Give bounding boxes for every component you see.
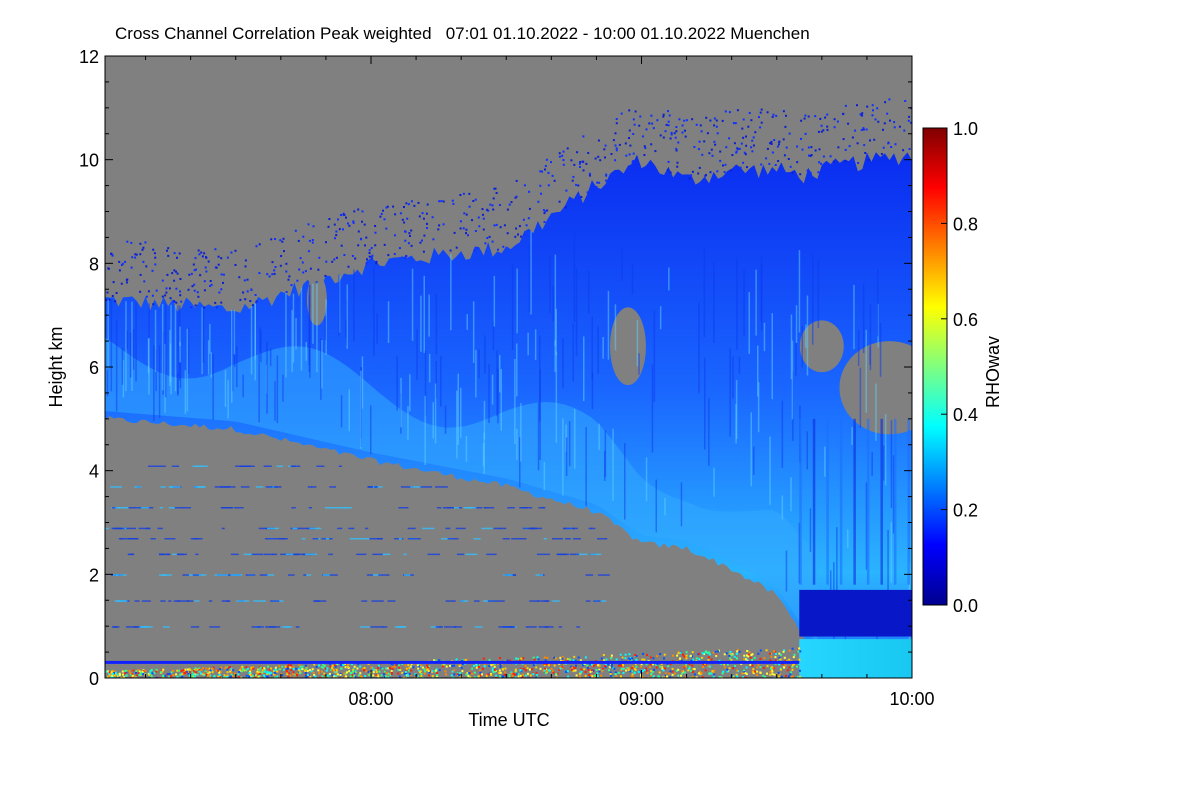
chart-title: Cross Channel Correlation Peak weighted … (115, 24, 810, 43)
y-tick-label: 8 (89, 254, 99, 274)
clear-gap (799, 320, 844, 373)
x-axis: 08:00 09:00 10:00 (145, 56, 935, 709)
colorbar-label: RHOwav (983, 336, 1003, 408)
surface-line (105, 660, 800, 664)
colorbar-tick-label: 0.8 (953, 214, 978, 234)
precipitation-layer (799, 639, 912, 678)
y-axis: 0 2 4 6 8 10 12 (79, 47, 912, 689)
colorbar-tick-label: 0.6 (953, 310, 978, 330)
colorbar-tick-label: 0.0 (953, 596, 978, 616)
y-tick-label: 0 (89, 669, 99, 689)
cloud-core (105, 337, 818, 642)
y-tick-label: 12 (79, 47, 99, 67)
colorbar-ticks: 0.0 0.2 0.4 0.6 0.8 1.0 (941, 119, 978, 616)
y-tick-label: 10 (79, 151, 99, 171)
x-axis-label: Time UTC (468, 710, 549, 730)
y-tick-label: 4 (89, 462, 99, 482)
y-tick-label: 6 (89, 358, 99, 378)
y-axis-label: Height km (46, 326, 66, 407)
x-tick-label: 09:00 (619, 689, 664, 709)
x-tick-label: 10:00 (889, 689, 934, 709)
colorbar (922, 127, 948, 606)
colorbar-tick-label: 0.4 (953, 405, 978, 425)
colorbar-tick-label: 1.0 (953, 119, 978, 139)
melting-layer (799, 589, 912, 637)
colorbar-tick-label: 0.2 (953, 501, 978, 521)
heatmap-layer (105, 98, 912, 678)
x-tick-label: 08:00 (348, 689, 393, 709)
y-tick-label: 2 (89, 565, 99, 585)
